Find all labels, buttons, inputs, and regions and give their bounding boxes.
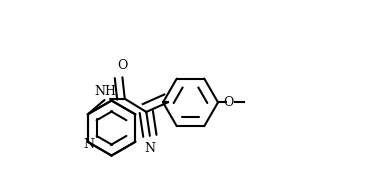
Text: NH: NH [95, 85, 117, 98]
Text: O: O [223, 96, 234, 109]
Text: N: N [144, 142, 155, 155]
Text: N: N [83, 138, 94, 151]
Text: O: O [117, 60, 128, 73]
